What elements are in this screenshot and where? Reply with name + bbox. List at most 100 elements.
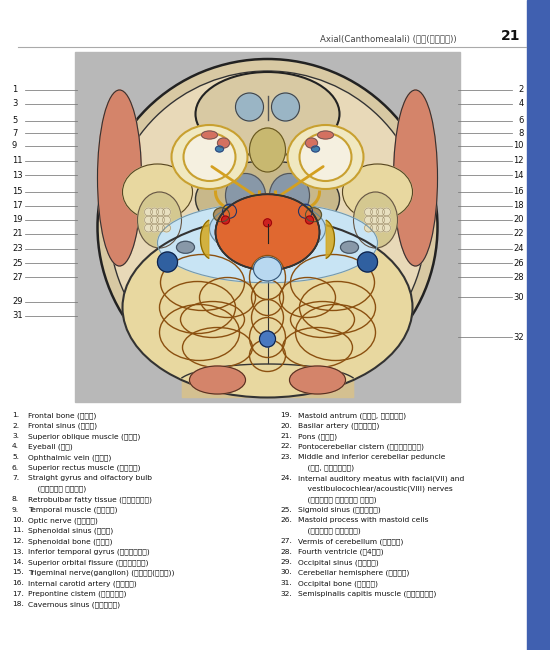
- Ellipse shape: [222, 216, 229, 224]
- Text: 1: 1: [12, 85, 17, 94]
- Ellipse shape: [216, 194, 320, 270]
- Text: Cavernous sinus (해면정맥굴): Cavernous sinus (해면정맥굴): [28, 601, 120, 608]
- Text: 28.: 28.: [280, 549, 292, 554]
- Ellipse shape: [377, 208, 384, 216]
- Text: Semispinalis capitis muscle (머리반가시근): Semispinalis capitis muscle (머리반가시근): [298, 590, 436, 597]
- Ellipse shape: [382, 224, 390, 232]
- Text: Ophthalmic vein (눈정맥): Ophthalmic vein (눈정맥): [28, 454, 111, 461]
- Text: 9.: 9.: [12, 506, 19, 512]
- Ellipse shape: [226, 174, 266, 218]
- Text: Pontocerebellar cistern (다리뇌소뇌수조): Pontocerebellar cistern (다리뇌소뇌수조): [298, 443, 424, 450]
- Text: 31: 31: [12, 311, 23, 320]
- Text: 21: 21: [501, 29, 521, 43]
- Ellipse shape: [177, 241, 195, 254]
- Text: 6.: 6.: [12, 465, 19, 471]
- Ellipse shape: [162, 224, 170, 232]
- Ellipse shape: [270, 174, 310, 218]
- Text: Temporal muscle (관자근육): Temporal muscle (관자근육): [28, 506, 118, 513]
- Ellipse shape: [254, 257, 282, 281]
- Ellipse shape: [138, 192, 182, 248]
- Text: Eyeball (눈알): Eyeball (눈알): [28, 443, 73, 450]
- Text: Prepontine cistem (다리뇌수조): Prepontine cistem (다리뇌수조): [28, 590, 127, 597]
- Text: Occipital bone (뒤뇌수폼): Occipital bone (뒤뇌수폼): [298, 580, 378, 586]
- Text: 12.: 12.: [12, 538, 24, 544]
- Text: 11.: 11.: [12, 528, 24, 534]
- Text: 21: 21: [12, 229, 23, 239]
- Text: 16.: 16.: [12, 580, 24, 586]
- Text: Cerebellar hemisphere (소뇌반구): Cerebellar hemisphere (소뇌반구): [298, 569, 409, 576]
- Ellipse shape: [157, 224, 164, 232]
- Ellipse shape: [195, 72, 339, 156]
- Ellipse shape: [358, 252, 377, 272]
- Text: 28: 28: [513, 272, 524, 281]
- Ellipse shape: [216, 146, 223, 152]
- Ellipse shape: [162, 216, 170, 224]
- Ellipse shape: [260, 331, 276, 347]
- Text: 30: 30: [513, 292, 524, 302]
- Ellipse shape: [145, 208, 152, 216]
- Polygon shape: [326, 220, 334, 258]
- Ellipse shape: [97, 90, 141, 266]
- Text: Fourth ventricle (제4뇌실): Fourth ventricle (제4뇌실): [298, 549, 384, 555]
- Text: Inferior temporal gyrus (아래관자이낙): Inferior temporal gyrus (아래관자이낙): [28, 549, 150, 555]
- Text: 29.: 29.: [280, 559, 292, 565]
- Text: 19: 19: [12, 216, 23, 224]
- Text: 29: 29: [12, 298, 23, 306]
- Ellipse shape: [223, 204, 236, 218]
- Text: 25: 25: [12, 259, 23, 268]
- Ellipse shape: [145, 216, 152, 224]
- Ellipse shape: [217, 138, 229, 148]
- Text: 7.: 7.: [12, 475, 19, 481]
- Ellipse shape: [377, 224, 384, 232]
- Text: 15: 15: [12, 187, 23, 196]
- Ellipse shape: [365, 208, 372, 216]
- Text: 13: 13: [12, 171, 23, 179]
- Ellipse shape: [123, 218, 412, 398]
- Text: (콱지돌기와 콱지바람길): (콱지돌기와 콱지바람길): [298, 528, 361, 534]
- Text: 4.: 4.: [12, 443, 19, 450]
- Text: 27.: 27.: [280, 538, 292, 544]
- Text: 10.: 10.: [12, 517, 24, 523]
- Text: Frontal sinus (이마굴): Frontal sinus (이마굴): [28, 422, 97, 429]
- Ellipse shape: [377, 216, 384, 224]
- Ellipse shape: [365, 216, 372, 224]
- Ellipse shape: [184, 133, 235, 181]
- Text: Superior rectus muscle (윗곳은근): Superior rectus muscle (윗곳은근): [28, 465, 140, 471]
- Text: 2.: 2.: [12, 422, 19, 428]
- Ellipse shape: [151, 224, 158, 232]
- Text: Sphenoidal sinus (나비굴): Sphenoidal sinus (나비굴): [28, 528, 113, 534]
- Ellipse shape: [157, 216, 164, 224]
- Text: 22: 22: [514, 229, 524, 239]
- Text: 24: 24: [514, 244, 524, 254]
- Text: vestibulocochlear/acoustic(VIII) nerves: vestibulocochlear/acoustic(VIII) nerves: [298, 486, 453, 492]
- Ellipse shape: [288, 125, 364, 189]
- Text: Internal auditory meatus with facial(VII) and: Internal auditory meatus with facial(VII…: [298, 475, 464, 482]
- Text: 12: 12: [514, 156, 524, 165]
- Ellipse shape: [195, 161, 339, 237]
- Text: Sphenoidal bone (나비뉴): Sphenoidal bone (나비뉴): [28, 538, 113, 545]
- Ellipse shape: [371, 216, 378, 224]
- Ellipse shape: [365, 224, 372, 232]
- Ellipse shape: [289, 366, 345, 394]
- Ellipse shape: [123, 164, 192, 220]
- Text: 8: 8: [519, 129, 524, 138]
- Text: 14.: 14.: [12, 559, 24, 565]
- Ellipse shape: [299, 204, 312, 218]
- Text: 5: 5: [12, 116, 17, 125]
- Text: 10: 10: [514, 141, 524, 150]
- Ellipse shape: [235, 93, 263, 121]
- Polygon shape: [201, 220, 209, 258]
- Text: 8.: 8.: [12, 496, 19, 502]
- Text: 13.: 13.: [12, 549, 24, 554]
- Ellipse shape: [263, 219, 272, 227]
- Text: (곰은이낙과 후각망을): (곰은이낙과 후각망을): [28, 486, 86, 492]
- Text: 23.: 23.: [280, 454, 292, 460]
- Text: (안굴신경과 속귀신경의 속귀길): (안굴신경과 속귀신경의 속귀길): [298, 496, 377, 502]
- Ellipse shape: [305, 208, 322, 222]
- Ellipse shape: [311, 146, 320, 152]
- Ellipse shape: [151, 208, 158, 216]
- Text: 17: 17: [12, 202, 23, 211]
- Text: Sigmoid sinus (구물정맥굴): Sigmoid sinus (구물정맥굴): [298, 506, 381, 513]
- Bar: [75, 52, 460, 402]
- Ellipse shape: [300, 133, 351, 181]
